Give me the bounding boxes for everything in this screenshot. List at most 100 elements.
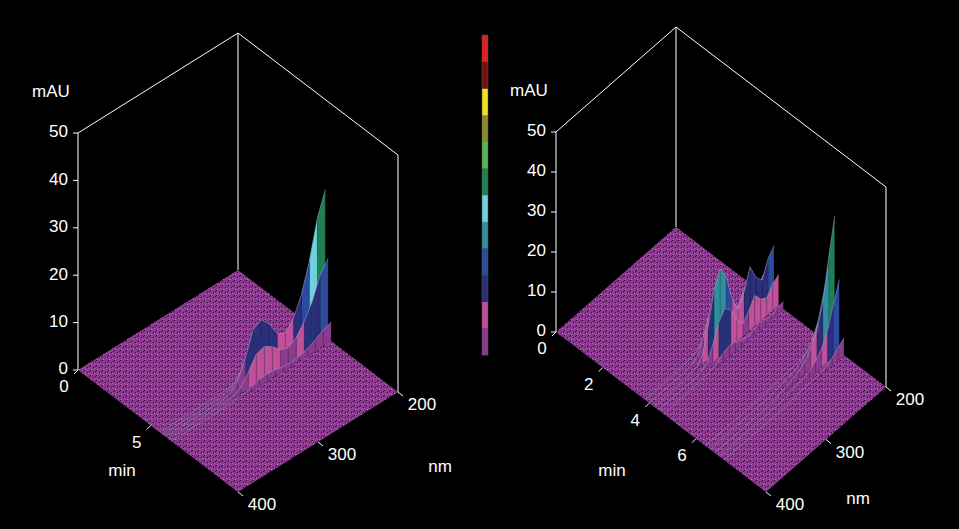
box-edge xyxy=(238,33,398,155)
surface-cell xyxy=(821,331,827,367)
spectrum-line xyxy=(710,265,830,449)
x-tick-label: 2 xyxy=(584,375,593,394)
colorbar-segment xyxy=(482,248,488,275)
surface-cell xyxy=(838,338,844,361)
box-edge xyxy=(676,27,677,227)
x-tick-label: 4 xyxy=(631,411,640,430)
z-axis-line xyxy=(78,133,79,370)
y-tick-label: 300 xyxy=(836,443,864,462)
surface-cell xyxy=(749,295,755,331)
surface xyxy=(645,216,844,460)
surface-cell xyxy=(799,362,805,379)
z-tick xyxy=(73,180,78,181)
spectrum-line xyxy=(705,321,825,446)
y-tick xyxy=(886,387,891,391)
y-tick xyxy=(398,392,403,396)
colorbar-frame xyxy=(482,35,488,355)
x-tick xyxy=(147,425,151,429)
z-tick-label: 50 xyxy=(49,122,68,141)
x-tick xyxy=(692,439,696,443)
colorbar-segment xyxy=(482,142,488,169)
z-tick-label: 50 xyxy=(527,121,546,140)
z-tick xyxy=(551,252,556,253)
spectrum-line xyxy=(719,279,839,456)
z-tick-label: 0 xyxy=(59,359,68,378)
x-tick-label: 0 xyxy=(59,377,68,396)
z-tick-label: 30 xyxy=(49,217,68,236)
colorbar-segment xyxy=(482,88,488,115)
y-tick-label: 400 xyxy=(248,495,276,514)
x-tick-label: 0 xyxy=(537,339,546,358)
y-tick-label: 200 xyxy=(896,390,924,409)
colorbar-segment xyxy=(482,302,488,329)
surface-cell xyxy=(315,330,323,351)
spectrum-line xyxy=(659,274,779,410)
x-tick-label: 6 xyxy=(677,446,686,465)
surface-cell xyxy=(743,312,749,337)
spectrum-line xyxy=(162,246,322,434)
z-tick-label: 0 xyxy=(537,321,546,340)
box-edge xyxy=(238,33,239,270)
colorbar-segment xyxy=(482,62,488,89)
spectrum-line xyxy=(663,302,783,414)
surface-cell xyxy=(323,322,331,346)
z-tick-label: 10 xyxy=(527,281,546,300)
y-axis-title: nm xyxy=(428,457,452,476)
panel: 0102030405005200300400mAUminnm xyxy=(32,33,452,514)
spectrum-line xyxy=(715,216,835,453)
colorbar-segment xyxy=(482,195,488,222)
surface-cell xyxy=(815,350,821,373)
y-tick-label: 400 xyxy=(776,495,804,514)
surface-cell xyxy=(767,284,773,316)
z-tick xyxy=(551,292,556,293)
floor xyxy=(556,227,886,492)
figure: 0102030405005200300400mAUminnm0102030405… xyxy=(0,0,959,529)
z-tick-label: 40 xyxy=(49,170,68,189)
spectrum-line xyxy=(171,322,331,441)
z-tick-label: 10 xyxy=(49,312,68,331)
floor-texture xyxy=(556,227,886,492)
spectrum-line xyxy=(649,265,769,404)
y-tick-label: 300 xyxy=(328,445,356,464)
spectrum-line xyxy=(165,190,325,437)
y-tick xyxy=(318,442,323,446)
colorbar-segment xyxy=(482,222,488,249)
surface-cell xyxy=(771,308,777,319)
box-edge xyxy=(78,33,238,133)
y-tick xyxy=(826,440,831,444)
surface-cell xyxy=(827,305,833,362)
box-edge xyxy=(398,155,399,392)
box-edge xyxy=(886,187,887,387)
z-tick xyxy=(551,212,556,213)
z-tick xyxy=(73,322,78,323)
colorbar-segment xyxy=(482,328,488,355)
z-tick-label: 20 xyxy=(527,241,546,260)
colorbar-segment xyxy=(482,35,488,62)
z-axis-title: mAU xyxy=(510,81,548,100)
z-tick xyxy=(73,275,78,276)
surface-cell xyxy=(251,379,259,391)
y-axis-title: nm xyxy=(846,489,870,508)
surface-cell xyxy=(787,379,793,390)
colorbar xyxy=(482,35,488,355)
z-axis-line xyxy=(556,132,557,332)
x-tick xyxy=(645,403,649,407)
surface-cell xyxy=(259,374,267,386)
spectrum-line xyxy=(654,246,774,407)
surface xyxy=(160,190,332,441)
z-tick xyxy=(551,132,556,133)
surface-cell xyxy=(761,298,767,321)
z-tick-label: 40 xyxy=(527,161,546,180)
panel: 010203040500246200300400mAUminnm xyxy=(510,27,924,514)
x-tick xyxy=(599,368,603,372)
box-edge xyxy=(556,27,676,132)
z-axis-title: mAU xyxy=(32,82,70,101)
surface-cell xyxy=(765,315,771,324)
surface-cell xyxy=(755,295,761,326)
x-tick xyxy=(552,332,556,336)
x-tick xyxy=(74,370,78,374)
colorbar-segment xyxy=(482,168,488,195)
x-tick-label: 5 xyxy=(132,433,141,452)
y-tick xyxy=(766,492,771,496)
spectrum-line xyxy=(724,338,844,460)
